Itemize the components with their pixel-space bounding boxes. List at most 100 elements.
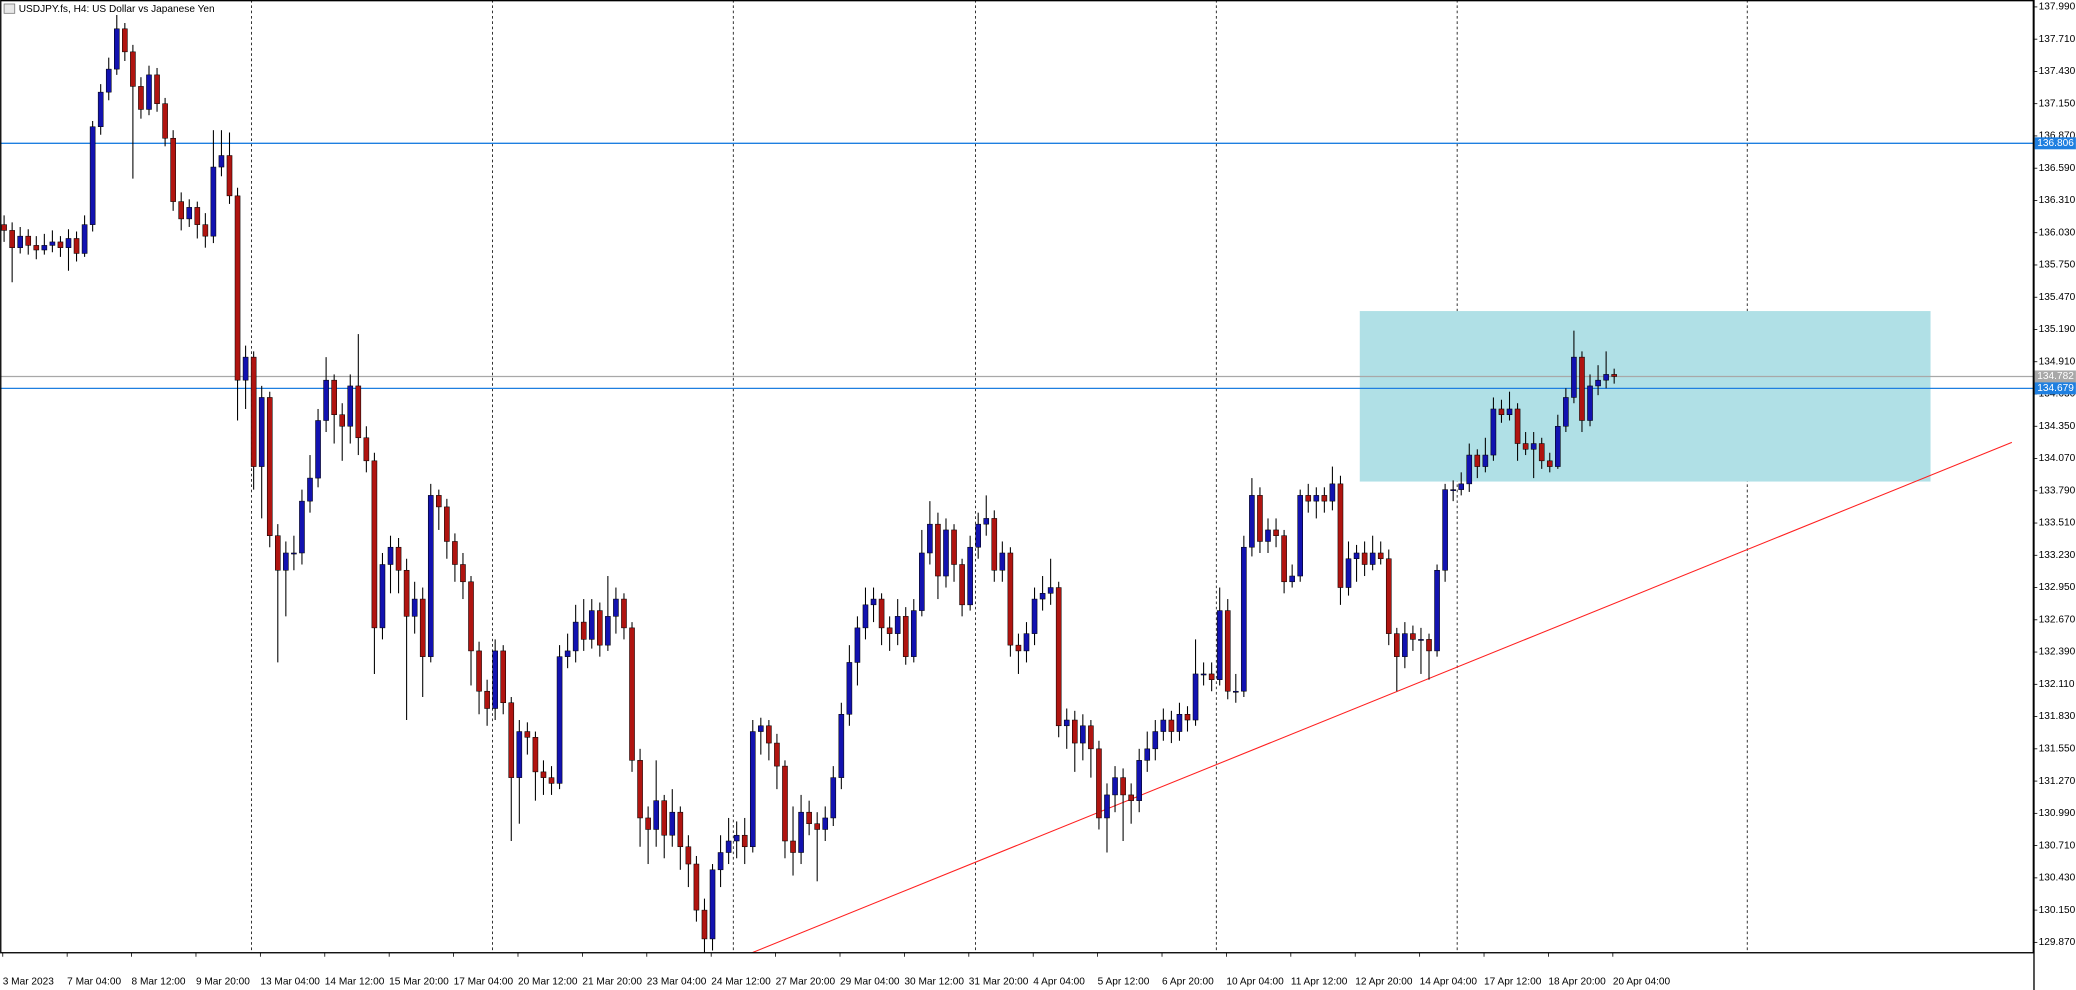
candle-body xyxy=(621,598,627,629)
x-tick-label: 20 Mar 12:00 xyxy=(518,977,578,988)
candle-body xyxy=(242,356,249,381)
candle-body xyxy=(943,529,949,577)
candle-body xyxy=(114,28,120,70)
candle-body xyxy=(669,811,676,836)
candle-body xyxy=(838,714,845,778)
candle-body xyxy=(798,811,804,853)
candle-body xyxy=(999,552,1006,571)
candle-body xyxy=(983,518,990,525)
candle-body xyxy=(226,155,233,197)
candle-body xyxy=(1450,489,1456,491)
time-axis-bg xyxy=(0,953,2034,990)
x-tick-label: 27 Mar 20:00 xyxy=(776,977,836,988)
candle-body xyxy=(266,397,273,536)
candle-body xyxy=(1160,719,1167,732)
y-tick-label: 132.110 xyxy=(2039,679,2075,690)
candle-body xyxy=(1305,495,1312,502)
candle-body xyxy=(1402,633,1408,657)
candle-body xyxy=(122,28,128,53)
candle-body xyxy=(210,166,217,237)
candle-body xyxy=(258,397,265,467)
candle-body xyxy=(806,811,812,824)
candle-body xyxy=(685,846,692,865)
candle-body xyxy=(1587,385,1593,421)
candle-body xyxy=(275,535,281,571)
candle-body xyxy=(693,863,700,911)
candle-body xyxy=(1546,460,1553,467)
candle-body xyxy=(1257,495,1263,542)
candle-body xyxy=(1442,489,1448,571)
candle-body xyxy=(17,235,23,248)
candle-body xyxy=(1128,794,1134,801)
candle-body xyxy=(846,662,853,715)
candle-body xyxy=(162,103,168,139)
candle-body xyxy=(790,840,796,853)
x-tick-label: 10 Apr 04:00 xyxy=(1226,977,1284,988)
candle-body xyxy=(725,840,732,853)
candle-body xyxy=(1208,673,1215,680)
candle-body xyxy=(959,564,965,606)
y-tick-label: 134.910 xyxy=(2039,356,2076,367)
y-tick-label: 137.710 xyxy=(2039,34,2076,45)
candle-body xyxy=(427,495,434,657)
candle-body xyxy=(154,74,160,104)
candle-body xyxy=(138,86,144,110)
candle-body xyxy=(548,777,555,784)
candle-body xyxy=(1120,777,1126,796)
y-tick-label: 134.350 xyxy=(2039,421,2076,432)
candle-body xyxy=(355,385,362,439)
candle-body xyxy=(1023,633,1030,652)
candle-body xyxy=(1055,587,1062,727)
candle-body xyxy=(1329,483,1336,502)
candle-body xyxy=(436,495,442,508)
candle-body xyxy=(1281,535,1287,583)
candle-body xyxy=(588,610,595,640)
candle-body xyxy=(951,529,957,565)
candle-body xyxy=(661,800,668,836)
candle-body xyxy=(1474,454,1481,467)
candle-body xyxy=(194,207,201,225)
chart-title: USDJPY.fs, H4: US Dollar vs Japanese Yen xyxy=(19,4,215,15)
candle-body xyxy=(1031,598,1038,634)
candle-body xyxy=(532,737,539,773)
candle-body xyxy=(1377,552,1384,560)
candle-body xyxy=(1482,454,1489,467)
candle-body xyxy=(57,241,64,248)
price-axis-bg xyxy=(2033,0,2076,990)
candle-body xyxy=(1522,443,1529,450)
candle-body xyxy=(814,823,820,830)
candle-body xyxy=(9,230,15,248)
y-tick-label: 136.310 xyxy=(2039,195,2076,206)
y-tick-label: 130.150 xyxy=(2039,905,2076,916)
candle-body xyxy=(677,811,684,848)
candle-body xyxy=(1466,454,1473,485)
candle-body xyxy=(782,765,788,842)
candle-body xyxy=(1176,714,1183,732)
candle-body xyxy=(339,414,345,427)
price-label-bg xyxy=(2034,382,2076,395)
candle-body xyxy=(1249,495,1255,548)
candle-body xyxy=(1490,408,1497,456)
candle-body xyxy=(1047,587,1054,594)
candle-body xyxy=(170,137,176,202)
candle-body xyxy=(1096,748,1102,819)
y-tick-label: 136.590 xyxy=(2039,163,2076,174)
x-tick-label: 7 Mar 04:00 xyxy=(67,977,121,988)
candle-body xyxy=(1563,397,1569,427)
candle-body xyxy=(1063,719,1070,727)
x-tick-label: 3 Mar 2023 xyxy=(3,977,55,988)
candle-body xyxy=(709,869,716,940)
candle-body xyxy=(291,552,297,555)
candle-body xyxy=(1136,760,1142,801)
y-tick-label: 131.830 xyxy=(2039,711,2076,722)
candle-body xyxy=(1410,633,1416,640)
candle-body xyxy=(1233,690,1239,693)
candle-body xyxy=(1297,495,1303,577)
x-tick-label: 23 Mar 04:00 xyxy=(647,977,707,988)
candle-body xyxy=(1530,443,1537,450)
y-tick-label: 137.430 xyxy=(2039,66,2076,77)
